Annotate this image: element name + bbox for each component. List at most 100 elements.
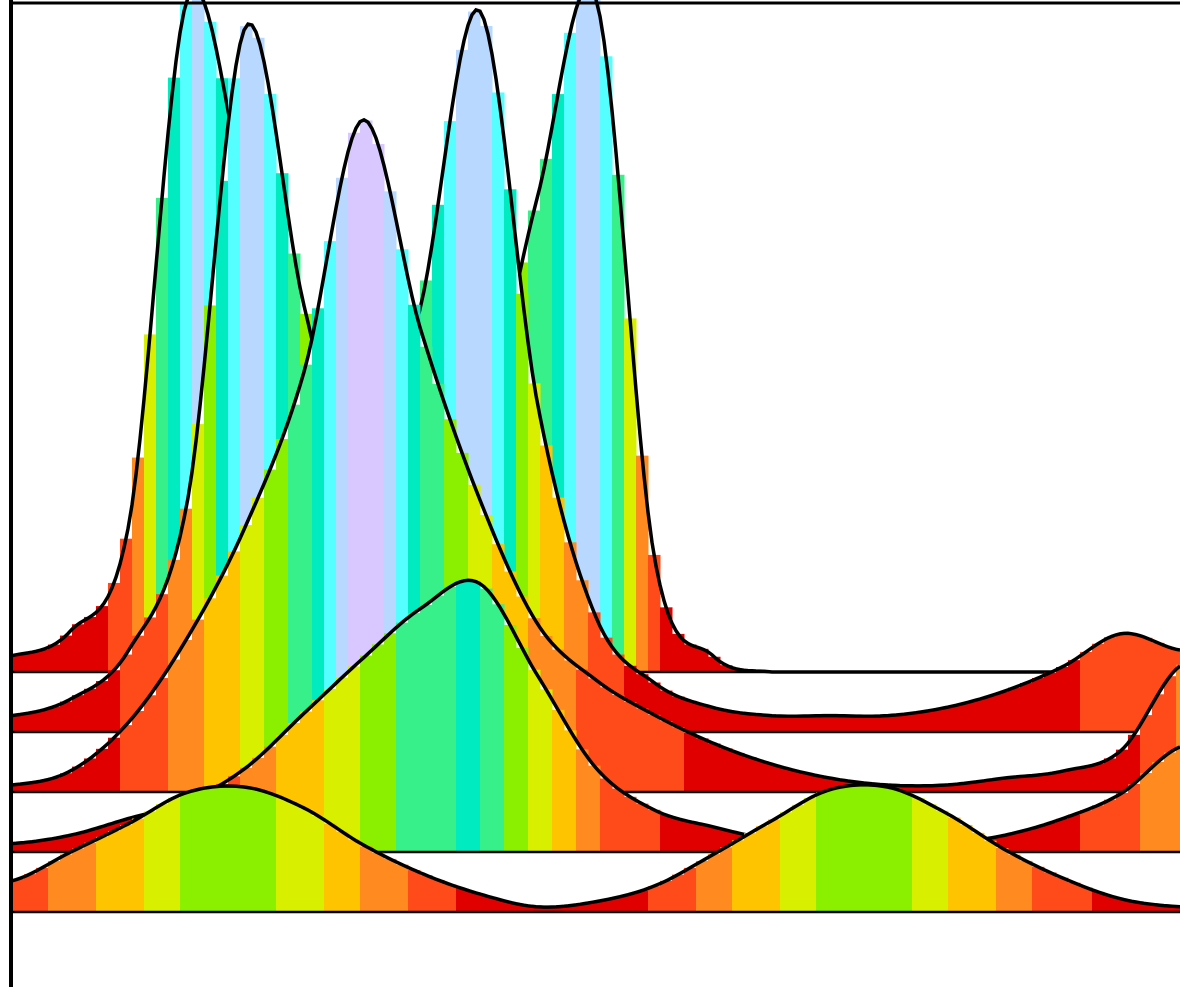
series-4-band bbox=[816, 715, 829, 732]
series-1-band bbox=[36, 867, 49, 912]
series-1-band bbox=[1080, 887, 1093, 912]
series-4-band bbox=[984, 695, 997, 732]
series-1-band bbox=[636, 890, 649, 912]
series-2-band bbox=[1056, 818, 1069, 852]
series-3-band bbox=[228, 551, 241, 792]
series-1-band bbox=[756, 826, 769, 912]
series-3-band bbox=[780, 768, 793, 792]
series-3-band bbox=[144, 695, 157, 792]
series-2-band bbox=[24, 841, 37, 852]
series-5-band bbox=[684, 644, 697, 672]
series-2-band bbox=[588, 765, 601, 852]
series-4-band bbox=[1104, 637, 1117, 732]
series-3-band bbox=[300, 364, 313, 792]
series-3-band bbox=[1104, 758, 1117, 792]
series-4-band bbox=[684, 700, 697, 732]
series-1-band bbox=[240, 787, 253, 912]
series-2-band bbox=[1092, 805, 1105, 852]
series-1-band bbox=[672, 874, 685, 912]
series-1-band bbox=[1092, 891, 1105, 912]
series-1-band bbox=[708, 854, 721, 912]
series-2-band bbox=[708, 827, 721, 852]
series-3-band bbox=[120, 725, 133, 792]
series-3-band bbox=[960, 783, 973, 792]
series-1-band bbox=[252, 789, 265, 912]
series-1-band bbox=[420, 875, 433, 912]
series-1-band bbox=[900, 792, 913, 912]
series-2-band bbox=[552, 709, 565, 852]
series-4-band bbox=[1032, 678, 1045, 732]
series-5-band bbox=[36, 649, 49, 672]
series-3-band bbox=[348, 132, 361, 792]
series-1-band bbox=[888, 788, 901, 912]
series-4-band bbox=[1008, 687, 1021, 732]
series-1-band bbox=[108, 831, 121, 912]
series-2-band bbox=[528, 669, 541, 852]
series-1-band bbox=[732, 840, 745, 912]
series-2-band bbox=[480, 588, 493, 852]
series-5-band bbox=[96, 606, 109, 672]
series-1-band bbox=[792, 804, 805, 912]
series-4-band bbox=[852, 716, 865, 732]
series-2-band bbox=[576, 749, 589, 852]
series-1-band bbox=[396, 864, 409, 912]
series-3-band bbox=[672, 727, 685, 792]
series-3-band bbox=[816, 776, 829, 792]
series-3-band bbox=[1128, 734, 1141, 792]
series-1-band bbox=[552, 906, 565, 912]
series-1-band bbox=[168, 797, 181, 912]
series-1-band bbox=[864, 784, 877, 912]
series-1-band bbox=[432, 879, 445, 912]
series-3-band bbox=[24, 782, 37, 792]
series-3-band bbox=[600, 687, 613, 792]
series-2-band bbox=[60, 836, 73, 852]
series-2-band bbox=[1032, 826, 1045, 852]
series-4-band bbox=[912, 712, 925, 732]
series-3-band bbox=[996, 778, 1009, 792]
series-3-band bbox=[624, 701, 637, 792]
series-3-band bbox=[936, 785, 949, 792]
series-2-band bbox=[1140, 773, 1153, 852]
series-2-band bbox=[1080, 810, 1093, 852]
series-2-band bbox=[636, 803, 649, 852]
series-1-band bbox=[468, 892, 481, 912]
series-3-band bbox=[792, 771, 805, 792]
series-3-outline bbox=[11, 117, 1180, 788]
series-4-band bbox=[960, 702, 973, 732]
series-3-band bbox=[720, 748, 733, 792]
series-3-band bbox=[12, 784, 25, 792]
series-1-band bbox=[312, 815, 325, 912]
series-1-band bbox=[444, 884, 457, 912]
series-3-band bbox=[216, 575, 229, 792]
series-4-band bbox=[1068, 660, 1081, 732]
series-1-band bbox=[960, 824, 973, 912]
series-2-band bbox=[420, 604, 433, 852]
series-1-band bbox=[972, 832, 985, 912]
series-3-band bbox=[132, 711, 145, 792]
series-4-band bbox=[996, 691, 1009, 732]
series-2-band bbox=[468, 581, 481, 852]
series-1-band bbox=[744, 833, 757, 912]
series-1-band bbox=[540, 907, 553, 912]
series-5-band bbox=[132, 457, 145, 672]
series-2-band bbox=[696, 824, 709, 852]
series-1-band bbox=[828, 788, 841, 912]
series-3-band bbox=[48, 777, 61, 792]
series-4-band bbox=[696, 704, 709, 732]
series-1-band bbox=[204, 787, 217, 912]
series-2-band bbox=[444, 586, 457, 852]
series-4-band bbox=[84, 688, 97, 732]
series-5-band bbox=[660, 607, 673, 672]
series-4-band bbox=[1080, 651, 1093, 732]
series-4-band bbox=[756, 714, 769, 732]
series-3-band bbox=[96, 748, 109, 792]
series-4-band bbox=[780, 716, 793, 732]
series-5-band bbox=[168, 77, 181, 672]
series-5-band bbox=[600, 56, 613, 673]
series-2-band bbox=[372, 644, 385, 852]
series-1-band bbox=[780, 812, 793, 912]
series-5-band bbox=[72, 624, 85, 672]
series-1-band bbox=[768, 819, 781, 912]
series-5-band bbox=[60, 635, 73, 672]
series-1-band bbox=[1116, 899, 1129, 912]
